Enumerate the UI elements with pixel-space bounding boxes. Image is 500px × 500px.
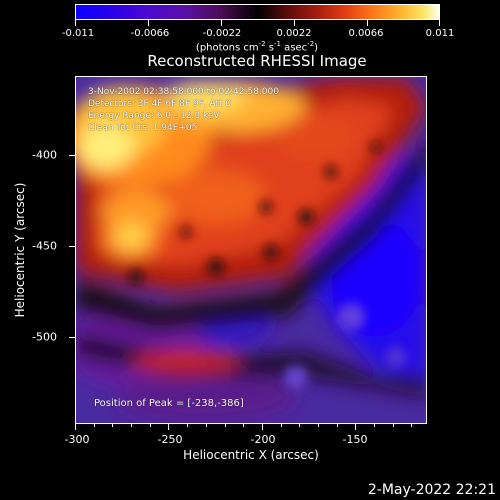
y-tick-label: -450 xyxy=(32,239,57,253)
y-tick xyxy=(69,246,75,247)
colorbar-tick xyxy=(75,20,76,26)
clean-counts-label: Clean Tot Cts: 1.94E+05 xyxy=(88,123,198,133)
rhessi-image xyxy=(75,76,427,424)
x-minor-tick xyxy=(187,424,188,427)
colorbar-tick xyxy=(221,20,222,26)
x-minor-tick xyxy=(206,424,207,427)
x-tick-label: -250 xyxy=(157,433,183,446)
time-range-label: 3-Nov-2002 02:38:58.000 to 02:42:58.000 xyxy=(88,87,279,97)
colorbar-tick-label: 0.011 xyxy=(425,28,455,39)
x-minor-tick xyxy=(318,424,319,427)
detectors-label: Detectors: 3F 4F 6F 8F 9F, Att 0 xyxy=(88,99,232,109)
x-tick-label: -300 xyxy=(64,433,90,446)
x-tick-label: -200 xyxy=(250,433,276,446)
x-minor-tick xyxy=(374,424,375,427)
colorbar xyxy=(75,4,440,20)
colorbar-tick-label: 0.0066 xyxy=(348,28,384,39)
y-tick-label: -400 xyxy=(32,148,57,162)
x-tick xyxy=(262,424,263,430)
x-tick-label: -150 xyxy=(342,433,368,446)
y-axis-title: Heliocentric Y (arcsec) xyxy=(13,182,27,318)
colorbar-tick xyxy=(439,20,440,26)
colorbar-tick xyxy=(148,20,149,26)
x-tick xyxy=(355,424,356,430)
colorbar-tick-label: -0.0022 xyxy=(202,28,242,39)
x-minor-tick xyxy=(243,424,244,427)
x-tick xyxy=(75,424,76,430)
image-title: Reconstructed RHESSI Image xyxy=(147,52,367,70)
y-tick xyxy=(69,155,75,156)
x-minor-tick xyxy=(131,424,132,427)
x-minor-tick xyxy=(281,424,282,427)
x-minor-tick xyxy=(94,424,95,427)
x-minor-tick xyxy=(299,424,300,427)
timestamp: 2-May-2022 22:21 xyxy=(367,482,496,498)
rhessi-image-raster xyxy=(76,77,426,423)
y-tick-label: -500 xyxy=(32,330,57,344)
colorbar-tick xyxy=(367,20,368,26)
colorbar-tick-label: -0.0066 xyxy=(130,28,170,39)
colorbar-tick-label: 0.0022 xyxy=(276,28,312,39)
x-minor-tick xyxy=(150,424,151,427)
colorbar-tick xyxy=(294,20,295,26)
peak-position-label: Position of Peak = [-238,-386] xyxy=(94,398,244,409)
x-tick xyxy=(168,424,169,430)
x-minor-tick xyxy=(337,424,338,427)
colorbar-unit: (photons cm-2 s-1 asec-2) xyxy=(195,40,319,54)
x-minor-tick xyxy=(112,424,113,427)
x-minor-tick xyxy=(411,424,412,427)
y-tick xyxy=(69,337,75,338)
x-minor-tick xyxy=(393,424,394,427)
energy-range-label: Energy Range: 6.0 - 12.0 keV xyxy=(88,111,220,121)
x-axis-title: Heliocentric X (arcsec) xyxy=(183,448,319,462)
x-minor-tick xyxy=(225,424,226,427)
colorbar-tick-label: -0.011 xyxy=(61,28,95,39)
